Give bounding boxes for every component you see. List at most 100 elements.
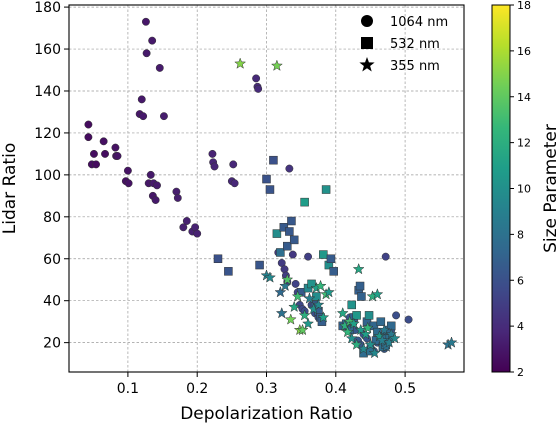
- data-point: [285, 164, 294, 173]
- data-point: [193, 229, 202, 238]
- data-point: [151, 196, 160, 204]
- y-tick-label: 180: [34, 0, 61, 16]
- data-point: [262, 174, 271, 184]
- data-point: [269, 155, 278, 165]
- x-tick-label: 0.3: [255, 381, 277, 397]
- y-tick-label: 60: [43, 252, 61, 268]
- legend-marker-square: [361, 37, 373, 49]
- data-point: [230, 179, 239, 188]
- data-point: [347, 300, 356, 310]
- data-point: [404, 315, 413, 324]
- data-point: [255, 260, 264, 270]
- data-point: [279, 279, 292, 292]
- data-point: [224, 267, 233, 276]
- y-tick-label: 100: [34, 168, 61, 184]
- data-point: [350, 338, 363, 350]
- data-point: [352, 311, 361, 320]
- colorbar-label: Size Parameter: [541, 124, 556, 253]
- data-point: [159, 112, 168, 121]
- data-point: [229, 160, 238, 169]
- data-point: [265, 185, 275, 194]
- data-point: [376, 317, 386, 326]
- colorbar-tick-label: 14: [517, 91, 531, 104]
- data-point: [296, 323, 309, 336]
- data-point: [155, 63, 164, 72]
- x-tick-label: 0.1: [117, 381, 139, 397]
- data-point: [84, 120, 93, 129]
- data-point: [123, 166, 132, 175]
- data-point: [341, 325, 354, 338]
- legend-marker-star: [359, 57, 375, 72]
- data-point: [179, 223, 188, 232]
- data-point: [302, 317, 315, 329]
- data-point: [303, 292, 316, 304]
- y-axis: 20 40 60 80 100 120 140 160 180: [34, 0, 69, 352]
- data-point: [111, 143, 120, 152]
- data-point: [173, 193, 182, 202]
- data-point: [392, 311, 401, 320]
- data-point: [276, 248, 285, 257]
- x-tick-label: 0.4: [325, 381, 347, 397]
- data-point: [319, 250, 328, 259]
- data-point: [364, 311, 374, 320]
- colorbar-tick-label: 12: [517, 137, 531, 150]
- data-point: [285, 227, 294, 236]
- data-point: [445, 336, 458, 348]
- data-point: [275, 306, 288, 319]
- data-point: [368, 346, 381, 359]
- data-point: [336, 306, 349, 319]
- data-point: [298, 309, 311, 321]
- data-point: [329, 267, 338, 276]
- data-point: [84, 133, 93, 142]
- colorbar-tick-label: 10: [517, 183, 531, 196]
- data-point: [321, 185, 331, 194]
- data-point: [92, 160, 100, 169]
- legend-label: 355 nm: [390, 59, 440, 74]
- colorbar-tick-label: 6: [517, 274, 524, 287]
- data-point: [352, 262, 365, 275]
- data-point: [322, 285, 335, 298]
- y-tick-label: 80: [43, 210, 61, 226]
- data-point: [182, 217, 191, 225]
- data-point: [101, 149, 109, 158]
- data-point: [381, 252, 390, 261]
- data-point: [99, 137, 108, 146]
- data-point: [355, 281, 365, 291]
- series-star: [234, 57, 458, 359]
- data-point: [263, 271, 276, 283]
- data-point: [124, 179, 133, 188]
- data-point: [270, 59, 283, 71]
- colorbar-tick-label: 16: [517, 45, 531, 58]
- data-point: [148, 36, 157, 45]
- data-point: [345, 332, 358, 344]
- data-point: [307, 279, 316, 289]
- x-tick-label: 0.2: [186, 381, 208, 397]
- legend: 1064 nm 532 nm 355 nm: [359, 15, 448, 74]
- data-point: [137, 95, 146, 104]
- data-point: [146, 170, 155, 179]
- colorbar-tick-label: 18: [517, 0, 531, 12]
- y-tick-label: 160: [34, 42, 61, 58]
- y-tick-label: 40: [43, 294, 61, 310]
- legend-label: 532 nm: [390, 37, 440, 52]
- data-point: [213, 254, 223, 264]
- data-points: [84, 17, 458, 359]
- data-point: [314, 279, 327, 292]
- y-tick-label: 20: [43, 336, 61, 352]
- data-point: [288, 300, 301, 313]
- data-point: [139, 112, 148, 121]
- data-point: [304, 252, 313, 261]
- x-axis: 0.1 0.2 0.3 0.4 0.5: [117, 372, 416, 397]
- x-axis-label: Depolarization Ratio: [180, 404, 353, 424]
- data-point: [371, 288, 384, 300]
- data-point: [364, 338, 377, 350]
- colorbar: [491, 4, 511, 373]
- data-point: [287, 216, 296, 226]
- data-point: [291, 279, 300, 288]
- data-point: [376, 334, 389, 346]
- data-point: [289, 235, 299, 245]
- data-point: [234, 57, 247, 69]
- data-point: [210, 162, 219, 171]
- data-point: [357, 292, 366, 301]
